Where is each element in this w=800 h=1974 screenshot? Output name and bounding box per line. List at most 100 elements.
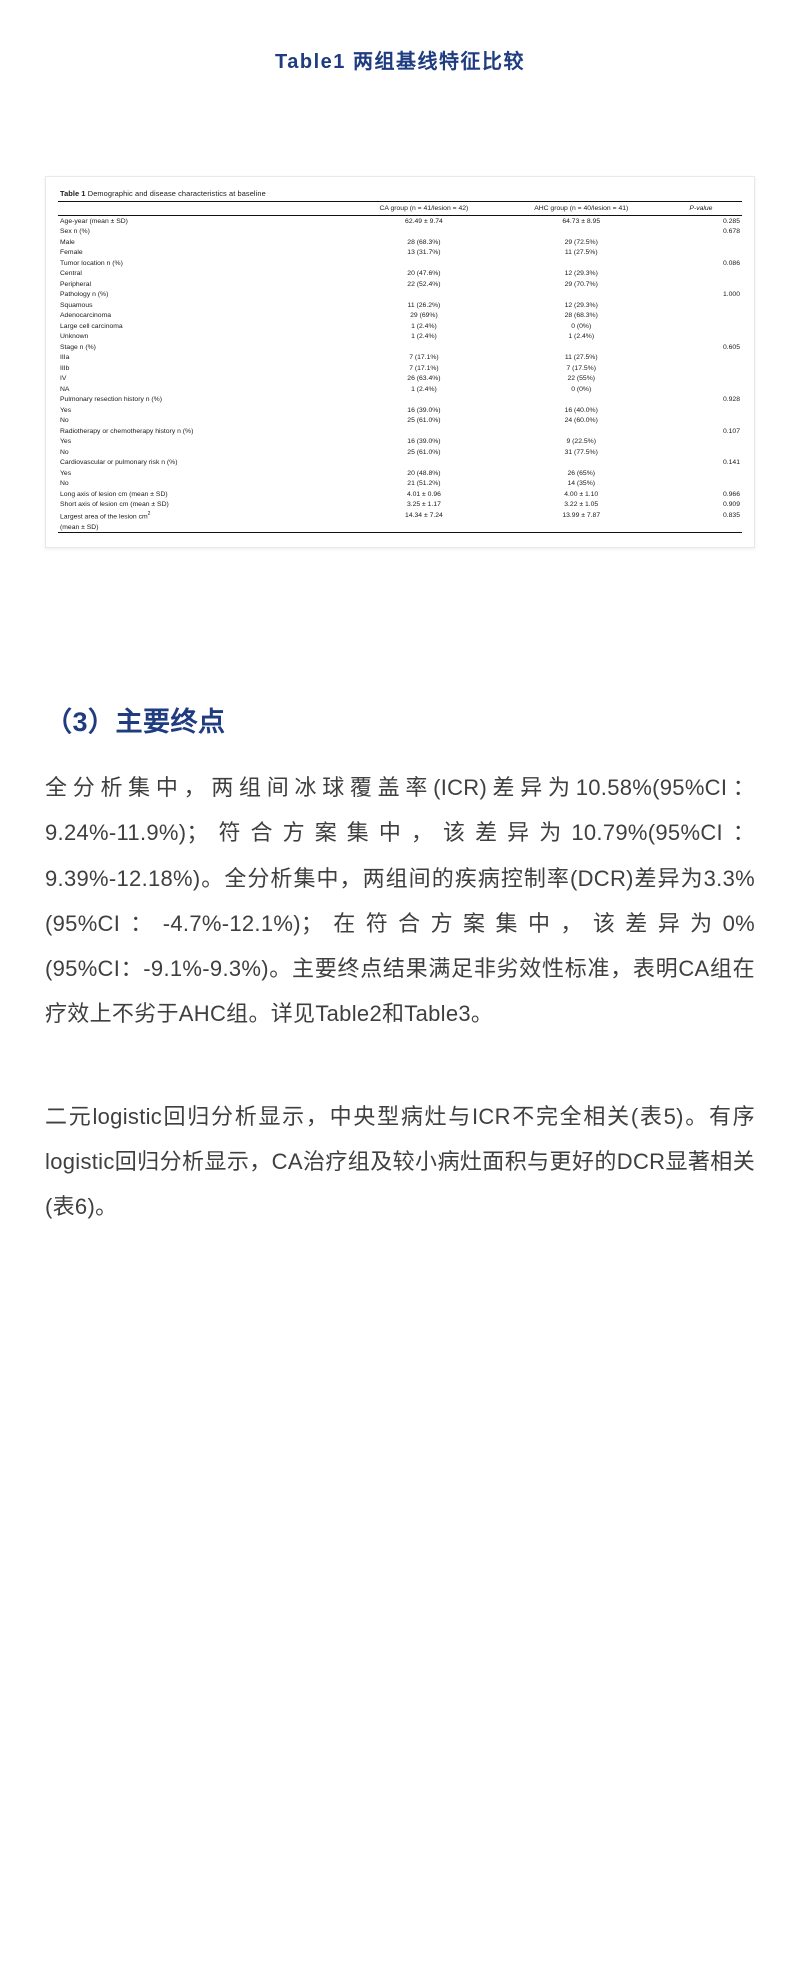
cell-ahc-group: [503, 522, 660, 533]
cell-ahc-group: [503, 426, 660, 437]
cell-ca-group: [345, 227, 502, 238]
cell-ahc-group: 4.00 ± 1.10: [564, 490, 599, 498]
table-row: Age-year (mean ± SD) 62.49 ± 9.74 64.73 ± …: [58, 216, 742, 227]
cell-p-value: 0.928: [722, 396, 740, 404]
cell-ahc-group: [503, 458, 660, 469]
cell-p-value: [660, 300, 742, 311]
baseline-characteristics-table: CA group (n = 41/lesion = 42) AHC group …: [58, 201, 742, 533]
cell-ca-group: 1 (2.4%): [411, 333, 437, 341]
cell-ahc-group: 28 (68.3%): [564, 312, 598, 320]
row-label: Stage n (%): [60, 343, 96, 351]
cell-ahc-group: 7 (17.5%): [566, 364, 596, 372]
cell-p-value: 0.107: [722, 427, 740, 435]
row-label: Radiotherapy or chemotherapy history n (…: [60, 427, 194, 435]
cell-ca-group: 7 (17.1%): [409, 364, 439, 372]
row-label: IIIb: [60, 364, 70, 372]
cell-ca-group: 29 (69%): [410, 312, 438, 320]
cell-p-value: 0.086: [722, 259, 740, 267]
cell-p-value: 0.835: [722, 511, 740, 519]
cell-ahc-group: 14 (35%): [567, 480, 596, 488]
table-row: IV 26 (63.4%) 22 (55%): [58, 374, 742, 385]
th-p-value: P-value: [689, 205, 713, 212]
cell-ca-group: 11 (26.2%): [407, 301, 441, 309]
table-row: Largest area of the lesion cm2 14.34 ± 7.…: [58, 510, 742, 522]
cell-ahc-group: 12 (29.3%): [564, 301, 598, 309]
table-row: IIIb 7 (17.1%) 7 (17.5%): [58, 363, 742, 374]
page-title: Table1 两组基线特征比较: [275, 51, 525, 73]
row-label: Female: [60, 249, 83, 257]
table1-figure: Table 1 Demographic and disease characte…: [45, 176, 755, 549]
row-label: Unknown: [60, 333, 89, 341]
table-header-row: CA group (n = 41/lesion = 42) AHC group …: [58, 201, 742, 216]
cell-p-value: 0.285: [722, 217, 740, 225]
table-caption-text: Demographic and disease characteristics …: [87, 189, 266, 198]
table-row: Yes 20 (48.8%) 26 (65%): [58, 468, 742, 479]
table-row: Pulmonary resection history n (%) 0.928: [58, 395, 742, 406]
cell-p-value: [660, 279, 742, 290]
cell-ahc-group: 11 (27.5%): [564, 354, 598, 362]
cell-ca-group: 20 (48.8%): [407, 469, 441, 477]
cell-p-value: 0.909: [722, 501, 740, 509]
cell-p-value: [660, 321, 742, 332]
cell-p-value: [660, 248, 742, 259]
cell-ca-group: [345, 342, 502, 353]
table-head: CA group (n = 41/lesion = 42) AHC group …: [58, 201, 742, 216]
cell-p-value: [660, 353, 742, 364]
cell-ahc-group: [503, 395, 660, 406]
cell-p-value: [660, 479, 742, 490]
cell-ca-group: 26 (63.4%): [407, 375, 441, 383]
cell-p-value: [660, 405, 742, 416]
cell-p-value: [660, 332, 742, 343]
table-row: Central 20 (47.6%) 12 (29.3%): [58, 269, 742, 280]
table-row: IIIa 7 (17.1%) 11 (27.5%): [58, 353, 742, 364]
cell-ahc-group: 24 (60.0%): [564, 417, 598, 425]
cell-ahc-group: [503, 342, 660, 353]
row-label: Tumor location n (%): [60, 259, 123, 267]
table-row: Short axis of lesion cm (mean ± SD) 3.25 …: [58, 500, 742, 511]
cell-ca-group: 13 (31.7%): [407, 249, 441, 257]
cell-p-value: 0.966: [722, 490, 740, 498]
cell-ahc-group: [503, 258, 660, 269]
row-label: Male: [60, 238, 75, 246]
row-label: Central: [60, 270, 82, 278]
cell-p-value: [660, 468, 742, 479]
cell-p-value: 0.605: [722, 343, 740, 351]
cell-ahc-group: 12 (29.3%): [564, 270, 598, 278]
cell-p-value: 0.141: [722, 459, 740, 467]
row-label: No: [60, 448, 69, 456]
cell-ahc-group: 0 (0%): [571, 322, 592, 330]
cell-ahc-group: 22 (55%): [567, 375, 596, 383]
cell-ca-group: [345, 290, 502, 301]
cell-ahc-group: 16 (40.0%): [564, 406, 598, 414]
row-label: Peripheral: [60, 280, 91, 288]
cell-ca-group: 22 (52.4%): [407, 280, 441, 288]
cell-ahc-group: 0 (0%): [571, 385, 592, 393]
cell-ca-group: [345, 458, 502, 469]
cell-ca-group: 4.01 ± 0.96: [406, 490, 441, 498]
cell-p-value: [660, 447, 742, 458]
cell-p-value: [660, 384, 742, 395]
table-row: Peripheral 22 (52.4%) 29 (70.7%): [58, 279, 742, 290]
table-row: No 25 (61.0%) 24 (60.0%): [58, 416, 742, 427]
table-row: Unknown 1 (2.4%) 1 (2.4%): [58, 332, 742, 343]
cell-ahc-group: 64.73 ± 8.95: [562, 217, 601, 225]
table-row: Male 28 (68.3%) 29 (72.5%): [58, 237, 742, 248]
row-label: (mean ± SD): [60, 523, 99, 531]
table-row: Cardiovascular or pulmonary risk n (%) 0.…: [58, 458, 742, 469]
table-row: Pathology n (%) 1.000: [58, 290, 742, 301]
table-caption: Table 1 Demographic and disease characte…: [58, 187, 742, 201]
table-row: Female 13 (31.7%) 11 (27.5%): [58, 248, 742, 259]
cell-p-value: [660, 269, 742, 280]
cell-ca-group: 25 (61.0%): [407, 417, 441, 425]
row-label: Pulmonary resection history n (%): [60, 396, 162, 404]
cell-ahc-group: [503, 290, 660, 301]
cell-ca-group: 62.49 ± 9.74: [405, 217, 443, 225]
table-row: Sex n (%) 0.678: [58, 227, 742, 238]
cell-ca-group: 16 (39.0%): [407, 438, 441, 446]
table-row: No 21 (51.2%) 14 (35%): [58, 479, 742, 490]
table-caption-label: Table 1: [60, 189, 86, 198]
cell-ca-group: 28 (68.3%): [407, 238, 441, 246]
cell-p-value: [660, 522, 742, 533]
table-row: Radiotherapy or chemotherapy history n (…: [58, 426, 742, 437]
